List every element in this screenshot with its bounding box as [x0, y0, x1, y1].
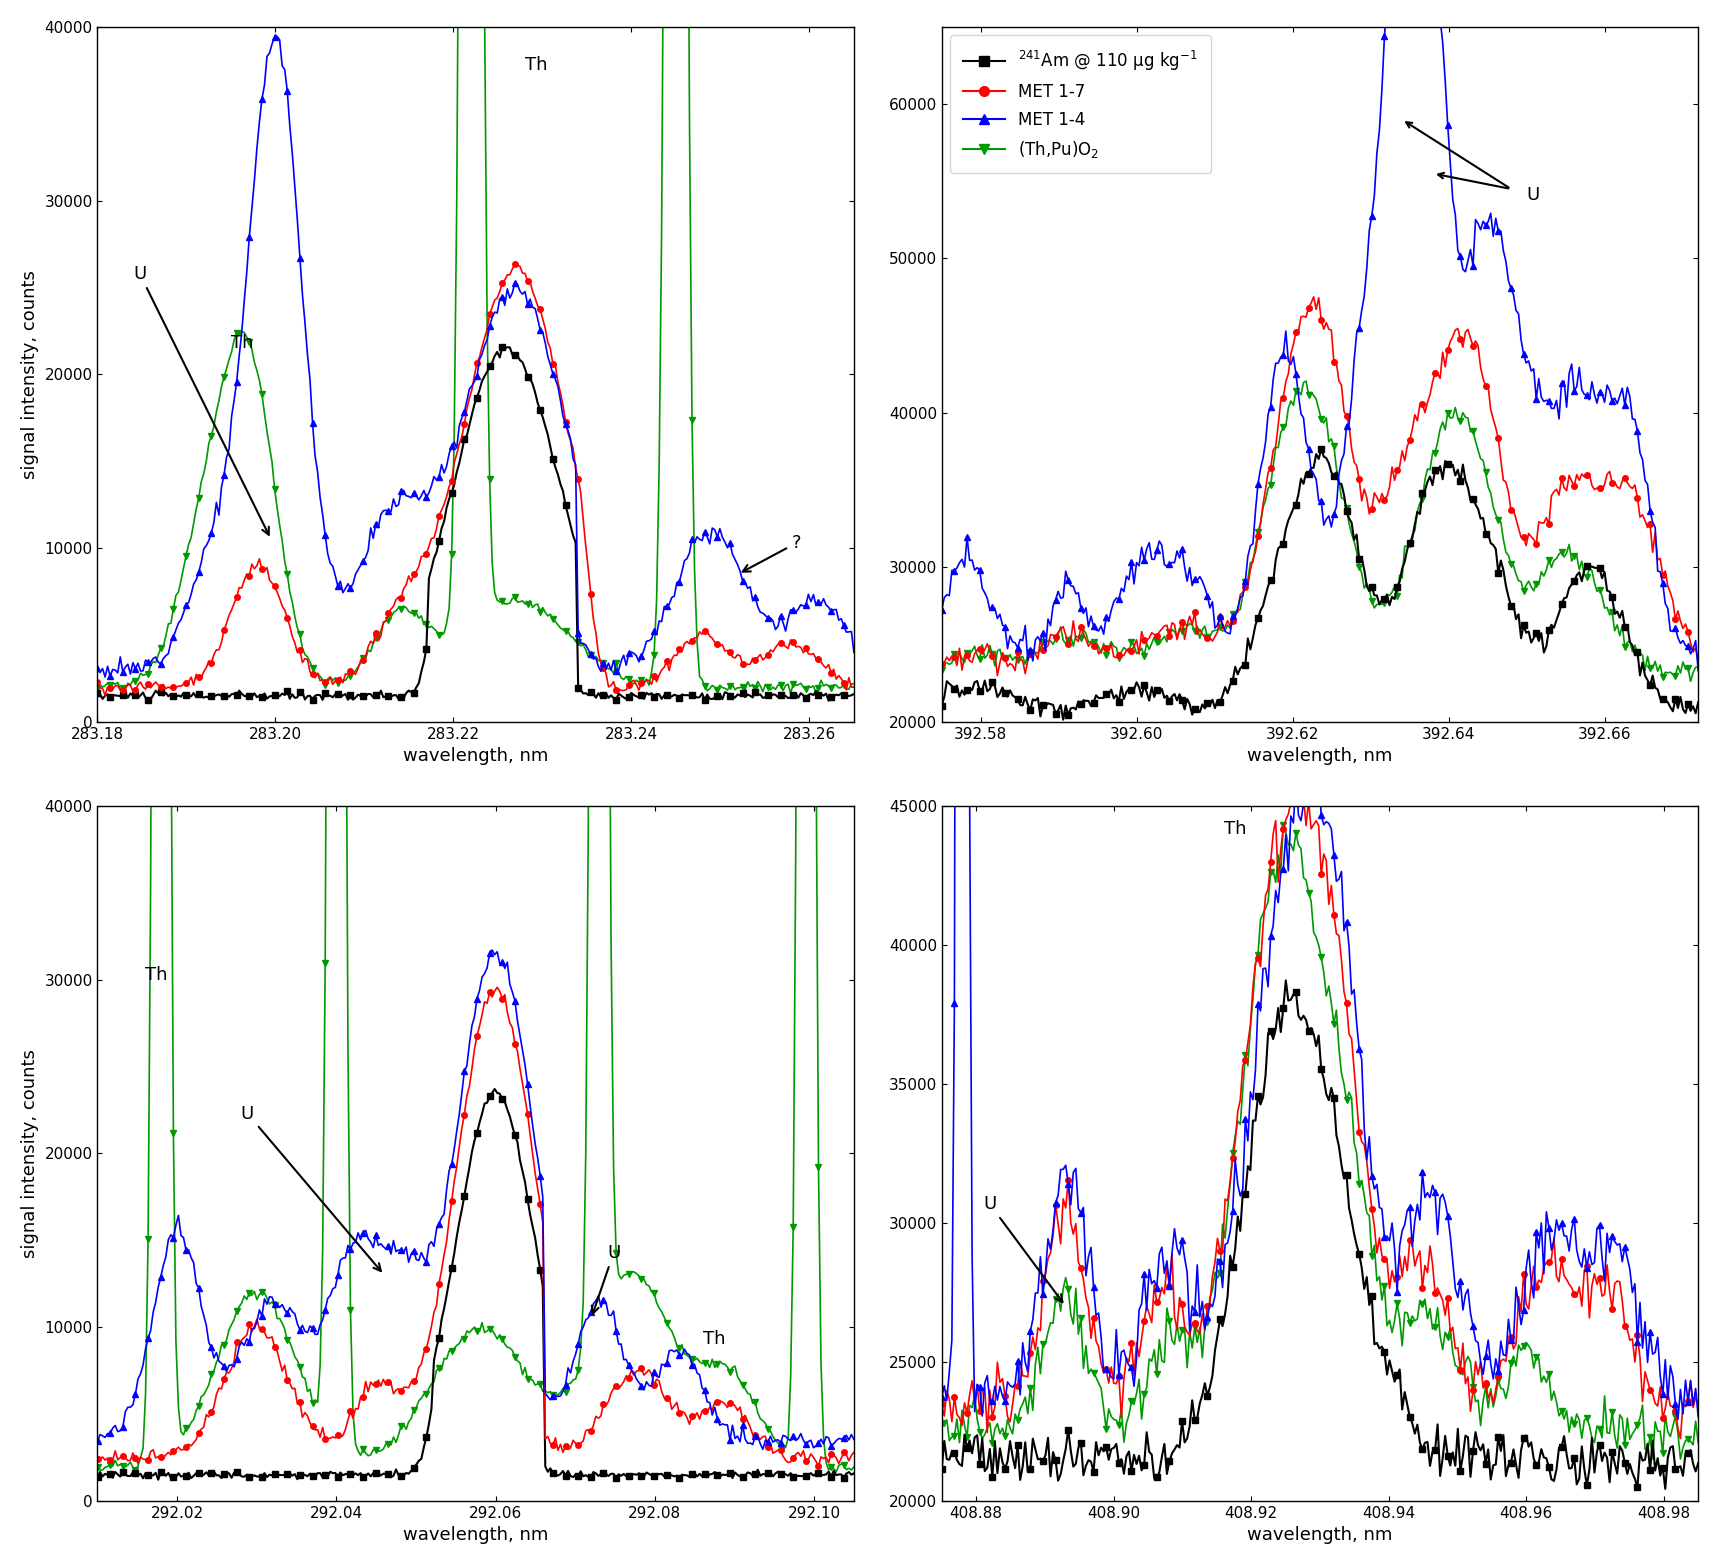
- Y-axis label: signal intensity, counts: signal intensity, counts: [21, 1049, 40, 1258]
- X-axis label: wavelength, nm: wavelength, nm: [1248, 747, 1392, 765]
- Text: Th: Th: [703, 1330, 725, 1349]
- Text: Th: Th: [524, 56, 547, 74]
- Text: Th: Th: [146, 966, 168, 983]
- X-axis label: wavelength, nm: wavelength, nm: [402, 1526, 548, 1545]
- Text: Th: Th: [1224, 820, 1246, 837]
- Text: U: U: [591, 1244, 621, 1313]
- Text: U: U: [132, 264, 268, 535]
- Y-axis label: signal intensity, counts: signal intensity, counts: [21, 269, 40, 479]
- Text: U: U: [241, 1105, 382, 1271]
- Text: Th: Th: [230, 335, 253, 352]
- Legend: $^{241}$Am @ 110 μg kg$^{-1}$, MET 1-7, MET 1-4, (Th,Pu)O$_2$: $^{241}$Am @ 110 μg kg$^{-1}$, MET 1-7, …: [951, 34, 1212, 174]
- Text: U: U: [983, 1196, 1062, 1302]
- Text: ?: ?: [743, 534, 801, 571]
- X-axis label: wavelength, nm: wavelength, nm: [1248, 1526, 1392, 1545]
- Text: U: U: [1526, 186, 1540, 203]
- X-axis label: wavelength, nm: wavelength, nm: [402, 747, 548, 765]
